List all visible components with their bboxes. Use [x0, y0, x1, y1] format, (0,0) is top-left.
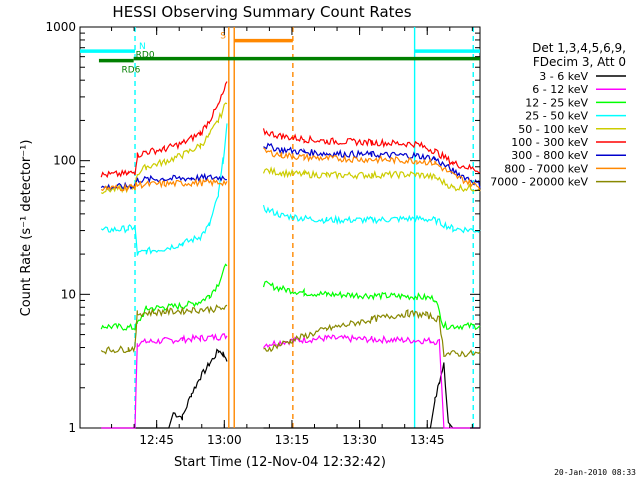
x-tick-label-1: 13:00	[207, 433, 242, 447]
legend: Det 1,3,4,5,6,9, FDecim 3, Att 0 3 - 6 k…	[490, 41, 626, 189]
legend-label-4: 50 - 100 keV	[518, 123, 588, 136]
legend-label-8: 7000 - 20000 keV	[490, 176, 588, 189]
x-tick-label-2: 13:15	[275, 433, 310, 447]
x-axis-ticks: 12:45 13:00 13:15 13:30 13:45	[111, 27, 473, 447]
series-line-0	[101, 348, 480, 429]
legend-label-5: 100 - 300 keV	[511, 136, 588, 149]
plot-frame	[79, 26, 481, 429]
marker-label-2: N	[139, 42, 146, 52]
x-tick-label-4: 13:45	[410, 433, 445, 447]
footer-timestamp: 20-Jan-2010 08:33	[554, 468, 636, 477]
marker-label-4: S	[220, 32, 226, 42]
legend-label-2: 12 - 25 keV	[525, 96, 588, 109]
legend-label-1: 6 - 12 keV	[532, 83, 588, 96]
legend-label-3: 25 - 50 keV	[525, 110, 588, 123]
series-line-7	[100, 147, 481, 193]
series-lines	[100, 81, 481, 429]
x-tick-label-0: 12:45	[139, 433, 174, 447]
legend-header-line-2: FDecim 3, Att 0	[533, 55, 626, 69]
y-tick-label-1: 10	[61, 287, 76, 301]
legend-label-0: 3 - 6 keV	[539, 70, 588, 83]
legend-label-7: 800 - 7000 keV	[504, 162, 588, 175]
legend-header-line-1: Det 1,3,4,5,6,9,	[532, 41, 626, 55]
x-axis-label: Start Time (12-Nov-04 12:32:42)	[174, 455, 386, 470]
y-tick-label-0: 1	[68, 421, 76, 435]
y-tick-label-3: 1000	[45, 20, 76, 34]
series-line-1	[101, 333, 480, 429]
series-line-3	[100, 123, 481, 256]
chart-title: HESSI Observing Summary Count Rates	[112, 3, 411, 21]
series-line-2	[100, 263, 481, 331]
x-tick-label-3: 13:30	[342, 433, 377, 447]
y-axis-ticks: 1 10 100 1000	[45, 20, 480, 435]
y-tick-label-2: 100	[53, 154, 76, 168]
vertical-marker-lines	[134, 27, 474, 428]
series-line-8	[100, 304, 481, 358]
marker-label-0: RD6	[121, 66, 140, 76]
series-line-5	[100, 81, 481, 179]
legend-label-6: 300 - 800 keV	[511, 149, 588, 162]
y-axis-label: Count Rate (s⁻¹ detector⁻¹)	[19, 140, 34, 317]
marker-label-1: RD0	[136, 51, 155, 61]
